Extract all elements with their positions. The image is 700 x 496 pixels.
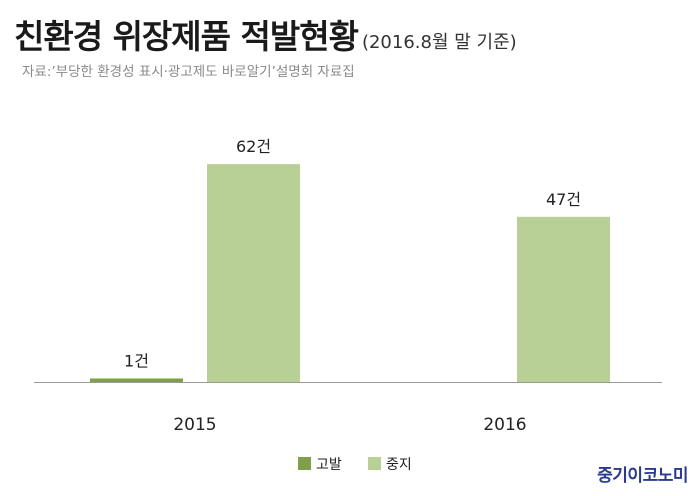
legend-swatch: [298, 457, 311, 470]
data-label: 1건: [124, 351, 149, 370]
chart-subtitle: (2016.8월 말 기준): [361, 32, 517, 53]
bar-중지-2015: [207, 164, 300, 382]
source-note: 자료:’부당한 환경성 표시·광고제도 바로알기’설명회 자료집: [22, 64, 355, 80]
legend-label: 고발: [316, 457, 342, 473]
bar-중지-2016: [517, 216, 610, 382]
chart-title-row: 친환경 위장제품 적발현황 (2016.8월 말 기준): [14, 10, 517, 58]
chart-title: 친환경 위장제품 적발현황: [14, 17, 359, 56]
legend-swatch: [368, 457, 381, 470]
x-tick-label: 2015: [173, 415, 216, 435]
data-label: 47건: [546, 190, 581, 209]
legend-label: 중지: [386, 457, 412, 473]
bar-고발-2015: [90, 378, 183, 382]
brand-logo: 중기이코노미: [597, 466, 688, 486]
data-label: 62건: [236, 137, 271, 156]
x-tick-label: 2016: [483, 415, 526, 435]
